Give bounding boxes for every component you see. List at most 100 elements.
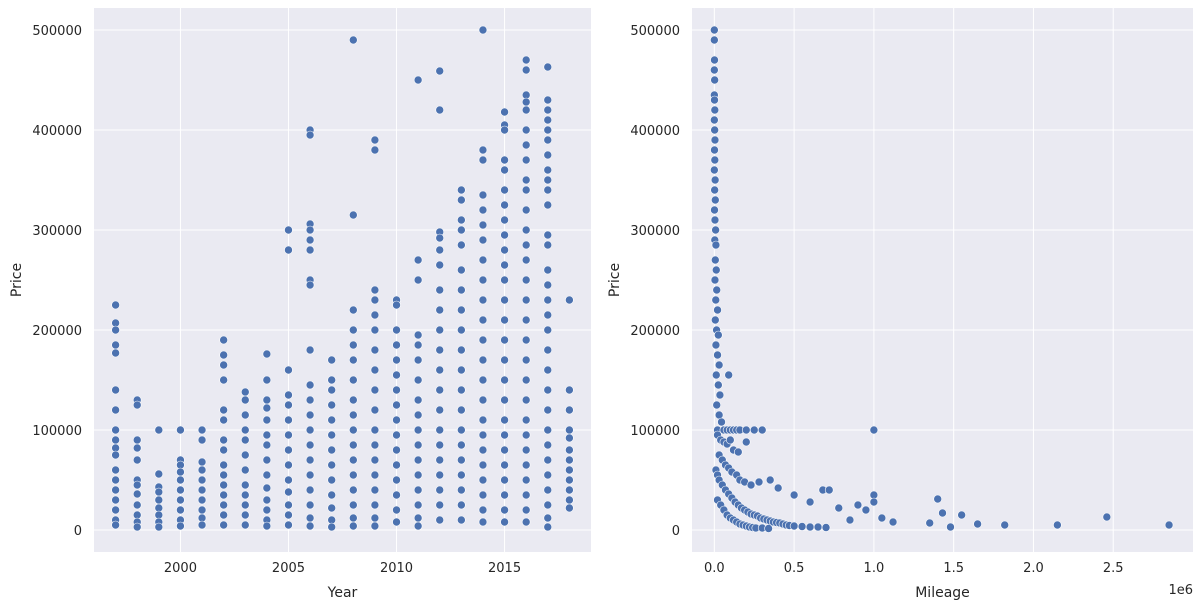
data-point (500, 275, 509, 285)
data-point (349, 340, 358, 350)
x-tick-label: 2005 (272, 561, 305, 576)
data-point (154, 495, 164, 505)
data-point (284, 475, 293, 485)
data-point (435, 455, 445, 465)
x-tick-label: 1.5 (943, 561, 964, 576)
data-point (327, 355, 336, 365)
data-point (284, 390, 293, 400)
data-point (565, 433, 574, 443)
data-point (805, 522, 815, 532)
data-point (349, 513, 358, 523)
data-point (543, 295, 553, 305)
data-point (457, 515, 466, 525)
y-tick-label: 100000 (32, 424, 82, 439)
data-point (284, 400, 293, 410)
year-price-chart: 2000 2005 2010 2015 0 100000 200000 300000 40000… (9, 8, 591, 601)
data-point (478, 190, 488, 200)
data-point (543, 200, 553, 210)
data-point (392, 340, 401, 350)
data-point (565, 405, 574, 415)
data-point (349, 500, 358, 510)
x-tick-label: 2015 (488, 561, 521, 576)
data-point (435, 245, 445, 255)
y-tick-label: 300000 (32, 224, 82, 239)
data-point (521, 55, 531, 65)
data-point (478, 375, 488, 385)
data-point (111, 450, 120, 460)
data-point (370, 325, 380, 335)
data-point (413, 513, 423, 523)
data-point (435, 365, 445, 375)
data-point (741, 437, 751, 447)
data-point (197, 520, 207, 530)
data-point (392, 300, 401, 310)
data-point (240, 387, 250, 397)
data-point (111, 465, 120, 475)
data-point (413, 455, 423, 465)
data-point (392, 517, 401, 527)
data-point (349, 425, 358, 435)
x-tick-label: 2010 (380, 561, 413, 576)
data-point (478, 235, 488, 245)
data-point (327, 445, 336, 455)
data-point (240, 490, 250, 500)
data-point (521, 185, 531, 195)
data-point (262, 395, 272, 405)
data-point (413, 275, 423, 285)
data-point (176, 425, 185, 435)
data-point (392, 490, 401, 500)
data-point (543, 485, 553, 495)
data-point (543, 385, 553, 395)
data-point (521, 225, 531, 235)
plot-area (692, 8, 1193, 552)
x-offset-label: 1e6 (1168, 583, 1193, 598)
data-point (305, 395, 315, 405)
data-point (521, 240, 531, 250)
data-point (717, 417, 726, 427)
data-point (413, 425, 423, 435)
y-tick-label: 400000 (32, 124, 82, 139)
data-point (813, 522, 823, 532)
data-point (457, 325, 466, 335)
data-point (500, 245, 509, 255)
data-point (754, 477, 764, 487)
data-point (500, 395, 509, 405)
data-point (521, 517, 531, 527)
data-point (111, 340, 120, 350)
data-point (392, 400, 401, 410)
data-point (710, 55, 719, 65)
data-point (219, 405, 228, 415)
data-point (746, 480, 756, 490)
data-point (111, 405, 120, 415)
data-point (521, 175, 531, 185)
data-point (710, 165, 719, 175)
data-point (392, 415, 401, 425)
data-point (500, 355, 509, 365)
data-point (435, 260, 445, 270)
data-point (435, 345, 445, 355)
data-point (327, 503, 336, 513)
data-point (500, 125, 509, 135)
data-point (500, 200, 509, 210)
data-point (821, 523, 831, 532)
data-point (543, 280, 553, 290)
data-point (392, 445, 401, 455)
y-tick-label: 200000 (32, 324, 82, 339)
data-point (710, 125, 719, 135)
data-point (521, 125, 531, 135)
data-point (845, 515, 855, 525)
data-point (521, 460, 531, 470)
data-point (262, 430, 272, 440)
data-point (565, 503, 574, 513)
data-point (457, 185, 466, 195)
y-axis-label: Price (9, 263, 25, 297)
data-point (305, 380, 315, 390)
data-point (877, 513, 887, 523)
data-point (478, 295, 488, 305)
data-point (805, 497, 815, 507)
data-point (478, 25, 488, 35)
data-point (500, 315, 509, 325)
data-point (262, 470, 272, 480)
data-point (132, 500, 142, 510)
data-point (500, 165, 509, 175)
